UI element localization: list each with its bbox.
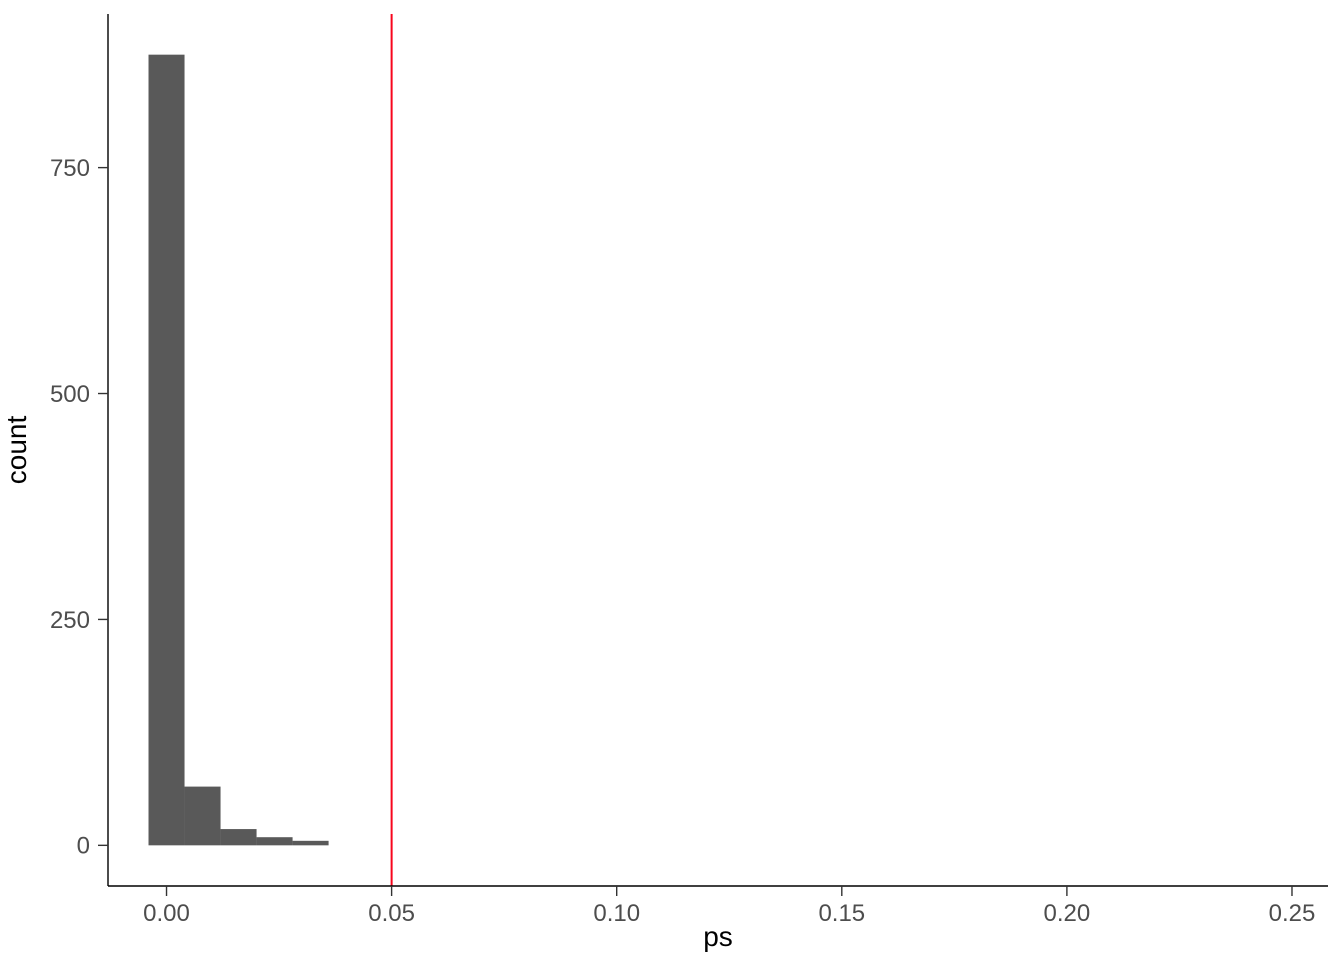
x-tick-label: 0.25	[1269, 900, 1316, 927]
histogram-bar	[185, 787, 221, 846]
y-tick-label: 250	[50, 607, 90, 634]
x-tick-label: 0.00	[143, 900, 190, 927]
x-tick-label: 0.20	[1044, 900, 1091, 927]
y-tick-label: 750	[50, 155, 90, 182]
histogram-chart: 0.00 0.05 0.10 0.15 0.20 0.25 0 250 500 750 ps coun…	[0, 0, 1344, 960]
x-axis-title: ps	[703, 921, 733, 952]
x-tick-label: 0.05	[368, 900, 415, 927]
histogram-bar	[293, 841, 329, 846]
x-tick-label: 0.15	[818, 900, 865, 927]
chart-svg: 0.00 0.05 0.10 0.15 0.20 0.25 0 250 500 750 ps coun…	[0, 0, 1344, 960]
histogram-bar	[149, 55, 185, 846]
y-tick-label: 500	[50, 381, 90, 408]
y-axis-title: count	[1, 416, 32, 485]
histogram-bar	[221, 829, 257, 845]
y-tick-label: 0	[77, 833, 90, 860]
histogram-bar	[257, 837, 293, 845]
x-tick-label: 0.10	[593, 900, 640, 927]
